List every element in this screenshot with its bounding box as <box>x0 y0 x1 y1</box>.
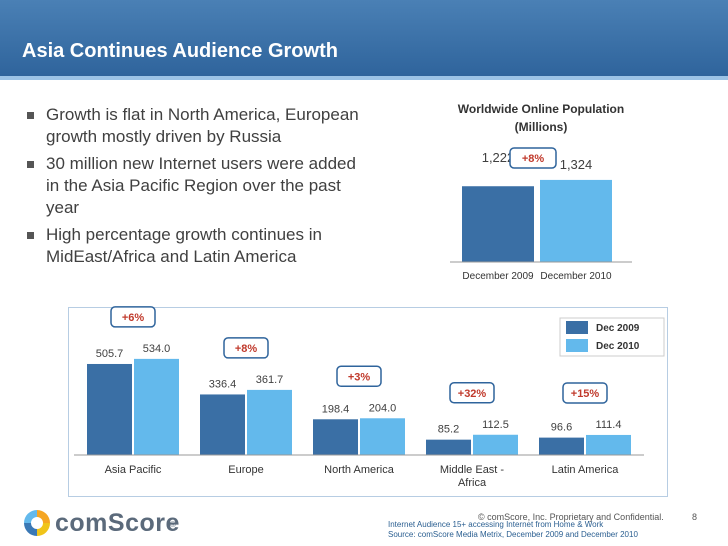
growth-badge-label: +32% <box>458 388 487 400</box>
bullet-line: growth mostly driven by Russia <box>46 127 282 146</box>
growth-badge-label: +8% <box>235 343 258 355</box>
worldwide-bar <box>462 186 534 262</box>
slide-title: Asia Continues Audience Growth <box>22 40 338 62</box>
bar-dec-2009 <box>426 439 471 455</box>
growth-badge-label: +6% <box>122 312 145 324</box>
bar-dec-2010 <box>473 434 518 455</box>
value-label-dec-2009: 85.2 <box>438 424 459 436</box>
category-label: Latin America <box>552 464 620 476</box>
value-label-dec-2009: 336.4 <box>209 378 237 390</box>
bullet-item: Growth is flat in North America, Europea… <box>24 104 384 148</box>
value-label-dec-2009: 505.7 <box>96 348 124 360</box>
growth-badge <box>449 382 495 404</box>
growth-badge <box>110 306 156 328</box>
bar-dec-2009 <box>200 394 245 455</box>
bullet-line: Growth is flat in North America, Europea… <box>46 105 359 124</box>
bullet-line: High percentage growth continues in <box>46 225 322 244</box>
category-label: Asia Pacific <box>105 464 162 476</box>
brand-registered-mark: ® <box>170 520 176 529</box>
title-bar: Asia Continues Audience Growth <box>0 0 728 76</box>
value-label-dec-2010: 112.5 <box>482 419 509 431</box>
page-number: 8 <box>692 512 698 522</box>
worldwide-chart-title: Worldwide Online Population <box>458 102 624 116</box>
bullet-line: MidEast/Africa and Latin America <box>46 247 297 266</box>
bar-dec-2009 <box>313 419 358 455</box>
worldwide-chart-subtitle: (Millions) <box>515 120 568 134</box>
bullet-square-icon <box>27 161 34 168</box>
bullet-item: 30 million new Internet users were added… <box>24 153 384 219</box>
legend-swatch <box>566 339 588 352</box>
legend: Dec 2009 Dec 2010 <box>559 317 665 357</box>
legend-label: Dec 2010 <box>596 341 640 352</box>
category-label-line2: Africa <box>458 477 487 489</box>
comscore-logo-icon <box>24 510 50 536</box>
value-label-dec-2010: 204.0 <box>369 402 397 414</box>
growth-badge <box>562 382 608 404</box>
brand-name: comScore <box>55 509 180 537</box>
bullet-line: year <box>46 198 80 217</box>
worldwide-value-label: 1,324 <box>560 157 593 172</box>
worldwide-category-label: December 2010 <box>540 271 612 282</box>
value-label-dec-2010: 111.4 <box>596 419 622 431</box>
worldwide-bars: 1,222 December 2009 1,324 December 2010 +8% <box>450 147 632 282</box>
worldwide-chart: Worldwide Online Population (Millions) 1… <box>450 102 632 282</box>
chart-canvas: Worldwide Online Population (Millions) 1… <box>74 102 665 489</box>
growth-badge-label: +8% <box>522 153 545 165</box>
bullet-square-icon <box>27 232 34 239</box>
growth-badge <box>509 147 557 169</box>
bullet-line: 30 million new Internet users were added <box>46 154 356 173</box>
bar-dec-2010 <box>134 358 179 455</box>
bullet-list: Growth is flat in North America, Europea… <box>24 104 384 273</box>
category-label: Europe <box>228 464 263 476</box>
bullet-square-icon <box>27 112 34 119</box>
value-label-dec-2009: 96.6 <box>551 422 572 434</box>
regional-bars: 505.7 534.0 +6% Asia Pacific 336.4 361.7 +8% Eu… <box>74 306 644 489</box>
value-label-dec-2010: 534.0 <box>143 343 171 355</box>
footnote-audience: Internet Audience 15+ accessing Internet… <box>388 520 604 529</box>
bar-dec-2009 <box>87 363 132 455</box>
bullet-item: High percentage growth continues in MidE… <box>24 224 384 268</box>
bullet-line: in the Asia Pacific Region over the past <box>46 176 341 195</box>
worldwide-bar <box>540 179 612 262</box>
legend-label: Dec 2009 <box>596 323 640 334</box>
bar-dec-2010 <box>360 418 405 455</box>
growth-badge <box>223 337 269 359</box>
bar-dec-2010 <box>247 389 292 455</box>
growth-badge <box>336 365 382 388</box>
worldwide-category-label: December 2009 <box>462 271 534 282</box>
bar-dec-2009 <box>539 437 584 455</box>
legend-swatch <box>566 321 588 334</box>
value-label-dec-2009: 198.4 <box>322 403 350 415</box>
footer <box>0 498 728 546</box>
regional-chart: 505.7 534.0 +6% Asia Pacific 336.4 361.7 +8% Eu… <box>74 306 665 489</box>
footnote-source: Source: comScore Media Metrix, December … <box>388 530 638 539</box>
category-label: Middle East - <box>440 464 505 476</box>
regional-chart-frame <box>68 307 668 497</box>
growth-badge-label: +15% <box>571 388 600 400</box>
category-label: North America <box>324 464 395 476</box>
value-label-dec-2010: 361.7 <box>256 374 284 386</box>
title-rule <box>0 76 728 80</box>
copyright-text: © comScore, Inc. Proprietary and Confide… <box>478 512 664 522</box>
worldwide-value-label: 1,222 <box>482 150 515 165</box>
growth-badge-label: +3% <box>348 371 371 383</box>
bar-dec-2010 <box>586 434 631 455</box>
